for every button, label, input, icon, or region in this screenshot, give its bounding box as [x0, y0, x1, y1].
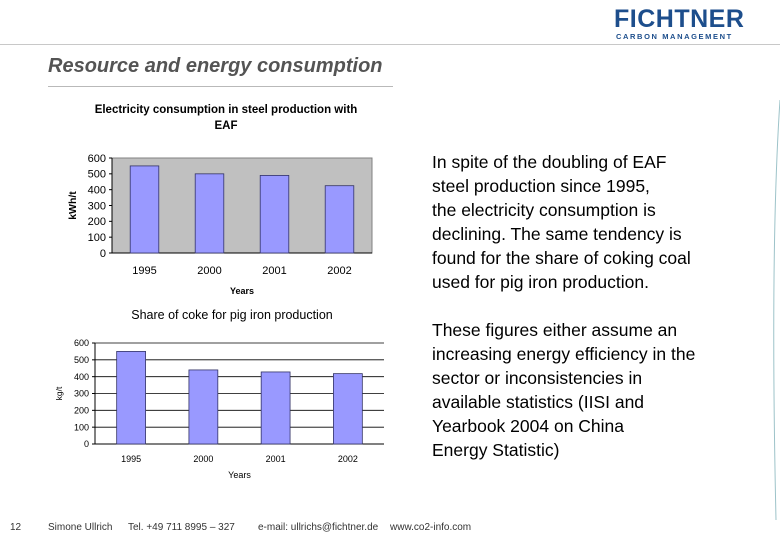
x-axis-label: Years — [230, 286, 254, 296]
y-tick-label: 400 — [74, 372, 89, 382]
y-tick-label: 300 — [74, 389, 89, 399]
x-axis-label: Years — [228, 470, 251, 480]
fichtner-logo: FICHTNER CARBON MANAGEMENT — [614, 6, 760, 41]
paragraph-line: Yearbook 2004 on China — [432, 416, 625, 436]
y-tick-label: 600 — [88, 153, 106, 165]
y-tick-label: 100 — [88, 232, 106, 244]
paragraph-line: steel production since 1995, — [432, 176, 650, 196]
paragraph-efficiency-note: These figures either assume an increasin… — [432, 318, 752, 462]
header-divider — [0, 44, 780, 45]
paragraph-electricity-trend: In spite of the doubling of EAF steel pr… — [432, 150, 752, 294]
y-tick-label: 600 — [74, 338, 89, 348]
paragraph-line: These figures either assume an — [432, 320, 678, 340]
paragraph-line: the electricity consumption is — [432, 200, 656, 220]
bar-2001 — [259, 175, 290, 254]
y-tick-label: 500 — [88, 169, 106, 181]
paragraph-line: In spite of the doubling of EAF — [432, 152, 667, 172]
footer-email[interactable]: e-mail: ullrichs@fichtner.de — [258, 522, 379, 533]
bar-1995 — [116, 351, 146, 445]
x-tick-label: 2002 — [327, 265, 351, 277]
bar-2002 — [324, 185, 355, 254]
bar-2000 — [188, 369, 219, 445]
x-tick-label: 1995 — [132, 265, 156, 277]
title-underline — [48, 86, 393, 87]
footer-phone: Tel. +49 711 8995 – 327 — [128, 522, 235, 533]
y-tick-label: 0 — [84, 439, 89, 449]
paragraph-line: Energy Statistic) — [432, 440, 560, 460]
footer-website[interactable]: www.co2-info.com — [390, 522, 472, 533]
x-tick-label: 2000 — [193, 454, 213, 464]
page-number: 12 — [10, 522, 22, 533]
x-tick-label: 2002 — [338, 454, 358, 464]
footer: 12 Simone Ullrich Tel. +49 711 8995 – 32… — [0, 518, 780, 540]
y-tick-label: 400 — [88, 185, 106, 197]
paragraph-line: found for the share of coking coal — [432, 248, 691, 268]
electricity-chart: Electricity consumption in steel product… — [67, 104, 373, 296]
bar-1995 — [129, 165, 160, 254]
footer-author: Simone Ullrich — [48, 522, 113, 533]
y-tick-label: 200 — [88, 216, 106, 228]
chart-title: EAF — [215, 120, 238, 132]
y-tick-label: 100 — [74, 422, 89, 432]
chart-title: Share of coke for pig iron production — [131, 308, 333, 322]
paragraph-line: used for pig iron production. — [432, 272, 649, 292]
y-tick-label: 200 — [74, 405, 89, 415]
logo-subtitle: CARBON MANAGEMENT — [616, 32, 733, 41]
bar-2001 — [260, 371, 291, 445]
bar-2000 — [194, 173, 225, 254]
x-tick-label: 2001 — [266, 454, 286, 464]
y-tick-label: 300 — [88, 200, 106, 212]
decorative-edge-curve — [773, 100, 780, 520]
bar-2002 — [333, 373, 363, 445]
paragraph-line: declining. The same tendency is — [432, 224, 682, 244]
paragraph-line: increasing energy efficiency in the — [432, 344, 696, 364]
x-tick-label: 2000 — [197, 265, 221, 277]
coke-chart: Share of coke for pig iron production 0 10… — [54, 308, 384, 480]
paragraph-line: sector or inconsistencies in — [432, 368, 643, 388]
logo-name: FICHTNER — [614, 5, 745, 33]
x-tick-label: 1995 — [121, 454, 141, 464]
y-tick-label: 500 — [74, 355, 89, 365]
slide-title: Resource and energy consumption — [48, 55, 383, 77]
y-tick-label: 0 — [100, 248, 106, 260]
chart-title: Electricity consumption in steel product… — [95, 104, 358, 116]
x-tick-label: 2001 — [262, 265, 286, 277]
y-axis-label: kg/t — [54, 386, 64, 400]
paragraph-line: available statistics (IISI and — [432, 392, 645, 412]
y-axis-label: kWh/t — [67, 191, 79, 220]
